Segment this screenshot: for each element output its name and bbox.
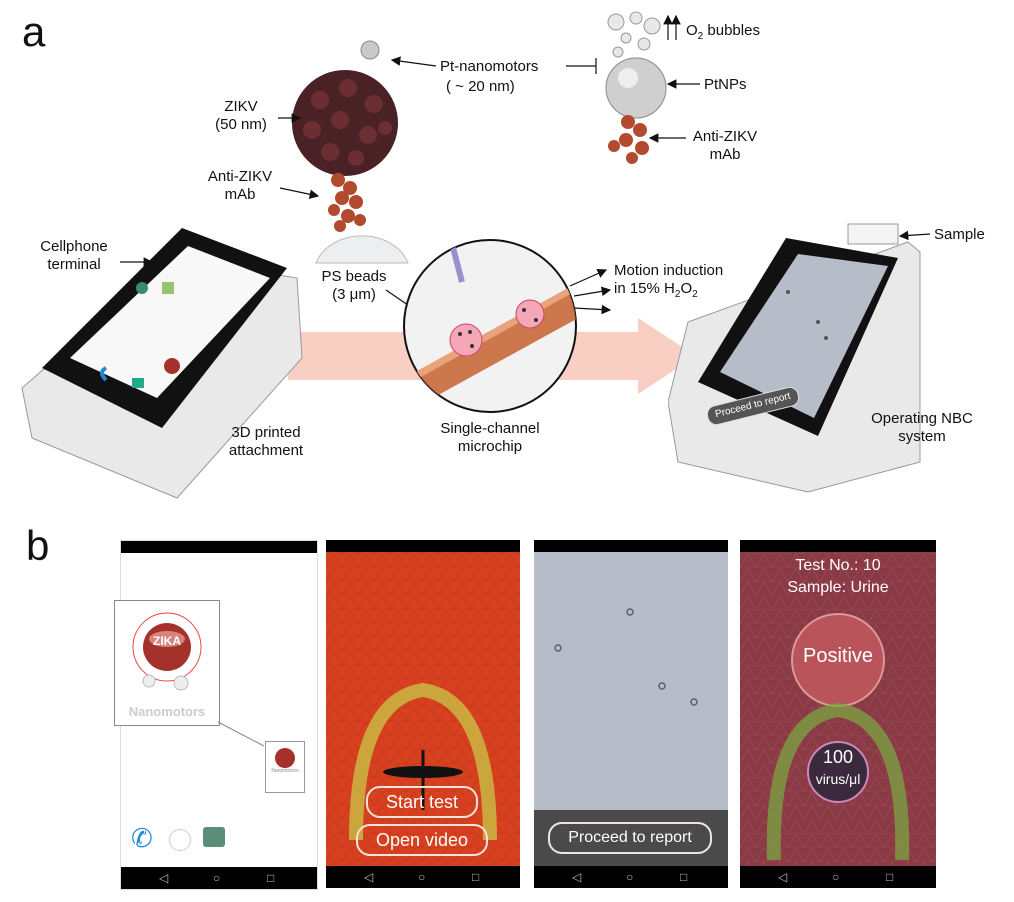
motion-induction-label: Motion induction in 15% H2O2 [614, 262, 724, 300]
zika-logo: ZIKA [132, 612, 202, 691]
virus-unit: virus/μl [815, 771, 861, 787]
virus-count: 100 [822, 747, 854, 767]
open-video-button[interactable]: Open video [356, 824, 488, 856]
recents-icon[interactable]: □ [886, 870, 894, 884]
status-bar [740, 540, 936, 552]
result-text: Positive [802, 645, 874, 667]
sample-label: Sample [934, 226, 985, 243]
recents-icon[interactable]: □ [267, 871, 275, 885]
ptnp-illustration [605, 11, 667, 164]
home-icon[interactable]: ○ [418, 870, 426, 884]
back-icon[interactable]: ◁ [159, 871, 169, 885]
pt-nanomotors-label: Pt-nanomotors [440, 58, 539, 75]
home-icon[interactable]: ○ [213, 871, 221, 885]
status-bar [326, 540, 520, 552]
microchip-label: Single-channel microchip [440, 420, 540, 455]
test-number: Test No.: 10 [795, 557, 881, 574]
anti-zikv-right-label: Anti-ZIKV mAb [692, 128, 758, 163]
cellphone-terminal-label: Cellphone terminal [40, 238, 108, 273]
nav-bar: ◁ ○ □ [121, 867, 317, 889]
nav-bar: ◁ ○ □ [534, 866, 728, 888]
start-test-button[interactable]: Start test [366, 786, 478, 818]
status-bar [534, 540, 728, 552]
operating-nbc-label: Operating NBC system [871, 410, 973, 445]
app-name-label: Nanomotors [128, 704, 206, 719]
status-bar [121, 541, 317, 553]
o2-bubbles-label: O2 bubbles [686, 22, 760, 42]
app-icon[interactable]: Nanomotors [265, 741, 305, 793]
svg-text:ZIKA: ZIKA [153, 634, 181, 648]
back-icon[interactable]: ◁ [572, 870, 582, 884]
back-icon[interactable]: ◁ [364, 870, 374, 884]
panel-b-letter: b [26, 522, 50, 569]
sample-type: Sample: Urine [787, 579, 889, 596]
apps-drawer-icon[interactable] [169, 829, 191, 851]
nav-bar: ◁ ○ □ [740, 866, 936, 888]
pt-nanomotors-size: ( ~ 20 nm) [446, 78, 515, 95]
ps-beads-label: PS beads (3 μm) [321, 268, 387, 303]
zoom-connector [217, 721, 265, 747]
nav-bar: ◁ ○ □ [326, 866, 520, 888]
anti-zikv-left-label: Anti-ZIKV mAb [207, 168, 273, 203]
ptnps-label: PtNPs [704, 76, 747, 93]
phone-icon[interactable]: ✆ [131, 823, 153, 853]
right-phone-device [668, 223, 921, 493]
screen-start: Start test Open video ◁ ○ □ [326, 540, 520, 888]
back-icon[interactable]: ◁ [778, 870, 788, 884]
camera-icon[interactable] [203, 827, 225, 847]
left-phone-device [21, 228, 303, 499]
zika-app-icon [275, 748, 295, 768]
home-icon[interactable]: ○ [832, 870, 840, 884]
proceed-to-report-button[interactable]: Proceed to report [548, 822, 712, 854]
ps-bead [315, 235, 409, 264]
zikv-label: ZIKV (50 nm) [215, 98, 267, 133]
result-background [740, 540, 936, 888]
3d-printed-label: 3D printed attachment [228, 424, 304, 459]
home-icon[interactable]: ○ [626, 870, 634, 884]
screen-video: Proceed to report ◁ ○ □ [534, 540, 728, 888]
recents-icon[interactable]: □ [680, 870, 688, 884]
zikv-virus-illustration [292, 40, 398, 232]
microchip-zoom [403, 239, 577, 413]
panel-a-letter: a [22, 8, 46, 55]
screen-result: Test No.: 10 Sample: Urine Positive 100 … [740, 540, 936, 888]
bottom-overlay [534, 810, 728, 866]
microscope-view [554, 608, 698, 706]
screen-home: Nanomotors ✆ ◁ ○ □ [120, 540, 318, 890]
recents-icon[interactable]: □ [472, 870, 480, 884]
app-icon-zoom: ZIKA Nanomotors [114, 600, 220, 726]
